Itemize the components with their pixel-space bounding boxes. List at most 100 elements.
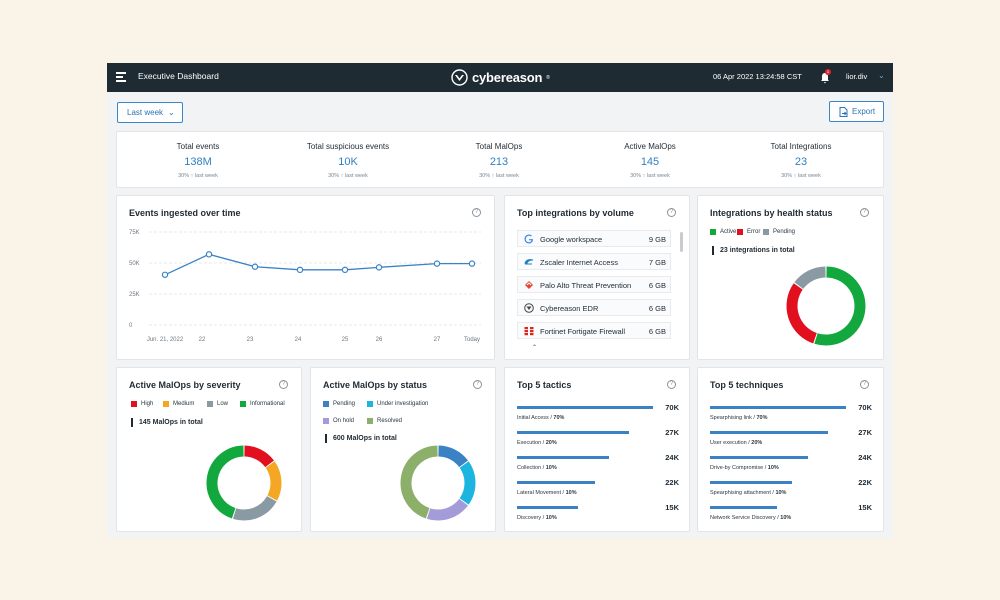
events-over-time-card: Events ingested over time ? 75K 50K 25K 0 Ju…	[116, 195, 495, 360]
donut-slice-high[interactable]	[244, 445, 275, 468]
help-icon[interactable]: ?	[279, 380, 288, 389]
page-title: Executive Dashboard	[138, 71, 219, 81]
integration-volume: 6 GB	[648, 281, 666, 290]
bar-label: Collection / 10%	[517, 465, 557, 471]
y-tick-label: 75K	[129, 230, 140, 236]
bar	[517, 406, 653, 409]
help-icon[interactable]: ?	[667, 208, 676, 217]
donut-slice-resolved[interactable]	[400, 445, 438, 519]
top-integrations-card: Top integrations by volume ? Google work…	[504, 195, 690, 360]
kpi-label: Total suspicious events	[306, 142, 390, 151]
chevron-down-icon: ⌄	[168, 108, 175, 117]
kpi-value: 145	[640, 156, 660, 168]
donut-slice-active[interactable]	[814, 266, 866, 346]
more-items-chevron-up-icon[interactable]: ⌃	[532, 345, 538, 351]
x-tick-label: 25	[342, 337, 349, 343]
bar	[517, 506, 578, 509]
donut-slice-pending[interactable]	[438, 445, 469, 468]
bar-value: 70K	[665, 403, 679, 412]
legend-label: Low	[217, 401, 229, 407]
severity-card: Active MalOps by severity ? High Medium …	[116, 367, 302, 532]
card-title: Active MalOps by severity	[129, 380, 241, 390]
data-point[interactable]	[433, 260, 441, 267]
bar-value: 27K	[665, 428, 679, 437]
donut-slice-on-hold[interactable]	[426, 498, 469, 521]
integration-row[interactable]: Google workspace 9 GB	[517, 230, 671, 247]
total-integrations-text: 23 integrations in total	[712, 246, 795, 255]
data-point[interactable]	[161, 271, 169, 278]
card-title: Active MalOps by status	[323, 380, 428, 390]
kpi-value: 10K	[338, 156, 358, 168]
kpi-trend: 30% ↑ last week	[328, 173, 368, 179]
data-point[interactable]	[296, 266, 304, 274]
donut-slice-medium[interactable]	[265, 461, 282, 501]
integration-row[interactable]: Palo Alto Threat Prevention 6 GB	[517, 276, 671, 293]
bar-label: Spearphising link / 70%	[710, 415, 768, 421]
legend-under-investigation: Under investigation	[367, 401, 428, 407]
card-title: Integrations by health status	[710, 208, 833, 218]
user-name[interactable]: lior.div	[846, 72, 868, 81]
notifications-bell-icon[interactable]: 1	[820, 69, 831, 84]
data-point[interactable]	[341, 266, 349, 274]
health-status-card: Integrations by health status ? Active E…	[697, 195, 884, 360]
data-point[interactable]	[205, 251, 213, 258]
data-point[interactable]	[375, 264, 383, 271]
bar-value: 27K	[858, 428, 872, 437]
kpi-trend: 30% ↑ last week	[479, 173, 519, 179]
user-menu-chevron-down-icon[interactable]: ⌄	[878, 71, 885, 80]
donut-slice-under-investigation[interactable]	[459, 461, 476, 505]
integration-row[interactable]: Cybereason EDR 6 GB	[517, 299, 671, 316]
integration-volume: 6 GB	[648, 327, 666, 336]
list-scrollbar[interactable]	[680, 232, 683, 252]
integration-name: Palo Alto Threat Prevention	[540, 281, 632, 290]
x-tick-label: 22	[199, 337, 206, 343]
date-range-dropdown[interactable]: Last week ⌄	[117, 102, 183, 123]
fortinet-icon	[524, 327, 534, 336]
cybereason-logo-icon	[451, 69, 468, 86]
integration-row[interactable]: Zscaler Internet Access 7 GB	[517, 253, 671, 270]
dashboard-app: Executive Dashboard cybereason ® 06 Apr 2…	[107, 63, 893, 538]
bar	[517, 481, 595, 484]
y-tick-label: 0	[129, 323, 133, 329]
help-icon[interactable]: ?	[860, 208, 869, 217]
card-title: Top 5 tactics	[517, 380, 572, 390]
help-icon[interactable]: ?	[667, 380, 676, 389]
integration-volume: 7 GB	[648, 258, 666, 267]
help-icon[interactable]: ?	[473, 380, 482, 389]
severity-donut-chart	[206, 445, 282, 521]
donut-slice-informational[interactable]	[206, 445, 244, 519]
help-icon[interactable]: ?	[472, 208, 481, 217]
bar-value: 22K	[858, 478, 872, 487]
kpi-label: Total MalOps	[475, 142, 523, 151]
donut-slice-error[interactable]	[786, 283, 818, 344]
bar-label: Execution / 20%	[517, 440, 557, 446]
bar	[517, 456, 609, 459]
donut-slice-pending[interactable]	[794, 266, 826, 290]
donut-slice-low[interactable]	[232, 495, 277, 521]
kpi-value: 213	[489, 156, 509, 168]
bar-label: User execution / 20%	[710, 440, 763, 446]
status-card: Active MalOps by status ? Pending Under …	[310, 367, 496, 532]
y-tick-label: 25K	[129, 292, 140, 298]
hamburger-menu-icon[interactable]	[116, 72, 126, 82]
kpi-trend: 30% ↑ last week	[630, 173, 670, 179]
data-point[interactable]	[468, 260, 476, 267]
top-techniques-card: Top 5 techniques ? 70K Spearphising link …	[697, 367, 884, 532]
integration-volume: 6 GB	[648, 304, 666, 313]
x-tick-label: Jun. 21, 2022	[147, 337, 184, 343]
legend-medium: Medium	[163, 401, 194, 407]
integration-name: Fortinet Fortigate Firewall	[540, 327, 626, 336]
help-icon[interactable]: ?	[860, 380, 869, 389]
legend-informational: Informational	[240, 401, 285, 407]
integration-row[interactable]: Fortinet Fortigate Firewall 6 GB	[517, 322, 671, 339]
export-button[interactable]: Export	[829, 101, 884, 122]
card-title: Top integrations by volume	[517, 208, 634, 218]
x-tick-label: 27	[434, 337, 441, 343]
data-point[interactable]	[251, 263, 259, 270]
legend-label: Active	[720, 229, 737, 235]
export-label: Export	[852, 107, 876, 116]
zscaler-icon	[524, 259, 534, 265]
bar	[710, 481, 792, 484]
kpi-trend: 30% ↑ last week	[178, 173, 218, 179]
legend-error: Error	[737, 229, 760, 235]
